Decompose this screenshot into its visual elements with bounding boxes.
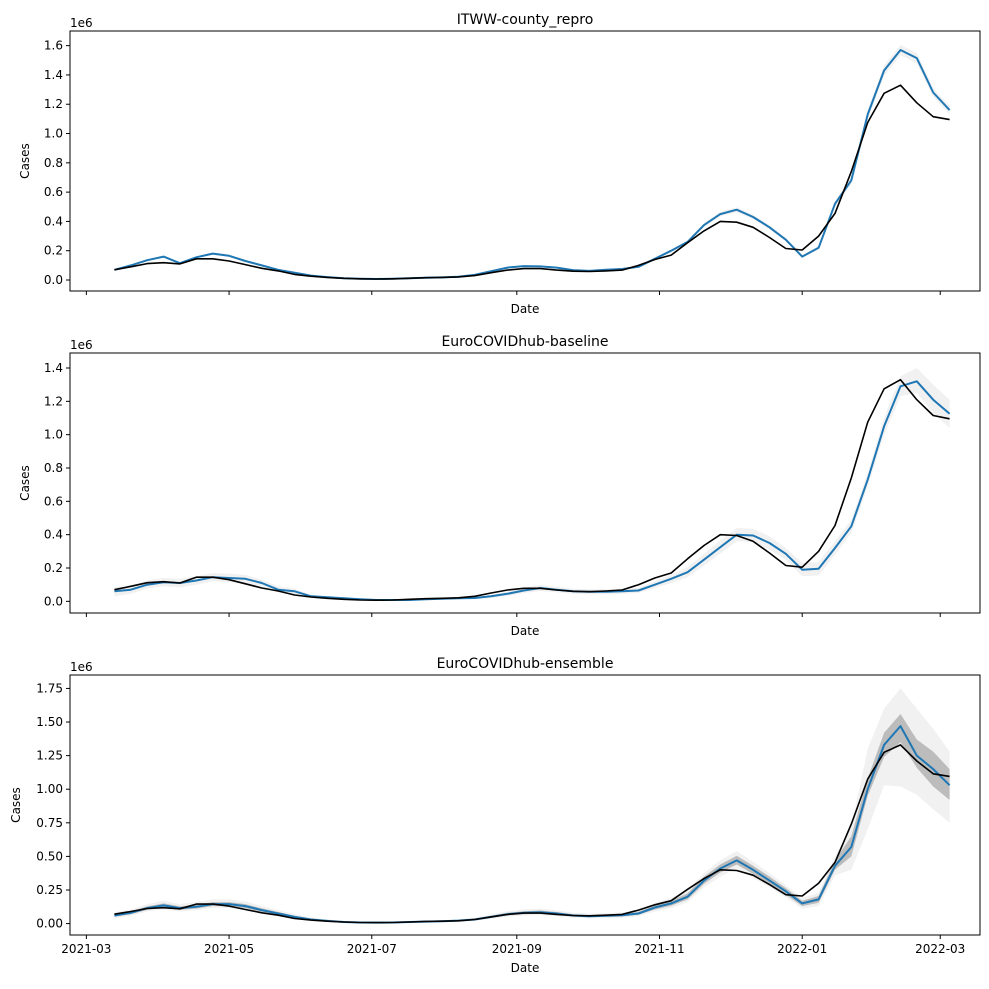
y-axis-label: Cases: [18, 143, 32, 179]
x-tick-label: 2021-07: [347, 942, 397, 956]
axes-frame: [69, 352, 981, 614]
x-tick-label: 2022-03: [915, 942, 965, 956]
y-tick-label: 0.6: [44, 494, 63, 508]
observed-cases-line: [114, 378, 950, 602]
forecast-interval-outer: [114, 368, 950, 601]
y-tick-label: 0.8: [44, 461, 63, 475]
panel-title: EuroCOVIDhub-baseline: [441, 334, 608, 350]
panel-itww-county-repro: 0.0 0.2 0.4 0.6 0.8 1.0 1.2 1.4 1.6 1e6 Date Cases I…: [18, 12, 981, 316]
forecast-median-line: [114, 49, 951, 280]
x-axis-label: Date: [511, 961, 540, 975]
y-tick-label: 0.25: [36, 883, 63, 897]
axes-frame: [69, 674, 981, 936]
x-tick-label: 2022-01: [777, 942, 827, 956]
y-tick-label: 1.00: [36, 782, 63, 796]
y-tick-label: 1.0: [44, 127, 63, 141]
y-tick-label: 0.2: [44, 561, 63, 575]
y-tick-label: 1.50: [36, 715, 63, 729]
y-tick-label: 1.75: [36, 681, 63, 695]
observed-cases-line: [114, 744, 950, 924]
y-tick-label: 0.00: [36, 917, 63, 931]
x-tick-label: 2021-11: [634, 942, 684, 956]
y-tick-label: 0.6: [44, 185, 63, 199]
forecast-interval-outer: [114, 688, 950, 924]
x-tick-label: 2021-05: [204, 942, 254, 956]
panel-title: ITWW-county_repro: [457, 12, 594, 28]
panel-eurocovidhub-ensemble: 0.00 0.25 0.50 0.75 1.00 1.25 1.50 1.75 1e6 2021-…: [9, 656, 981, 975]
x-axis-label: Date: [511, 302, 540, 316]
y-tick-label: 0.75: [36, 816, 63, 830]
x-tick-label: 2021-03: [61, 942, 111, 956]
y-tick-label: 0.0: [44, 594, 63, 608]
y-tick-label: 0.8: [44, 156, 63, 170]
y-tick-label: 0.4: [44, 214, 63, 228]
y-tick-label: 0.4: [44, 528, 63, 542]
x-tick-label: 2021-09: [492, 942, 542, 956]
y-offset-label: 1e6: [70, 338, 93, 352]
y-tick-label: 1.2: [44, 97, 63, 111]
y-tick-label: 1.4: [44, 361, 63, 375]
y-tick-label: 0.0: [44, 273, 63, 287]
panel-title: EuroCOVIDhub-ensemble: [437, 656, 614, 672]
y-tick-label: 1.4: [44, 68, 63, 82]
forecast-median-line: [114, 380, 951, 601]
y-offset-label: 1e6: [70, 16, 93, 30]
axes-frame: [69, 30, 981, 292]
y-axis-label: Cases: [9, 787, 23, 823]
y-tick-label: 0.2: [44, 244, 63, 258]
y-tick-label: 1.6: [44, 39, 63, 53]
y-offset-label: 1e6: [70, 660, 93, 674]
panel-eurocovidhub-baseline: 0.0 0.2 0.4 0.6 0.8 1.0 1.2 1.4 1e6 Date Cases Euro…: [18, 334, 981, 638]
y-tick-label: 1.25: [36, 749, 63, 763]
x-axis-label: Date: [511, 624, 540, 638]
y-tick-label: 1.2: [44, 394, 63, 408]
observed-cases-line: [114, 84, 950, 280]
y-axis-label: Cases: [18, 465, 32, 501]
y-tick-label: 0.50: [36, 849, 63, 863]
y-tick-label: 1.0: [44, 428, 63, 442]
forecast-interval-outer: [114, 44, 950, 280]
